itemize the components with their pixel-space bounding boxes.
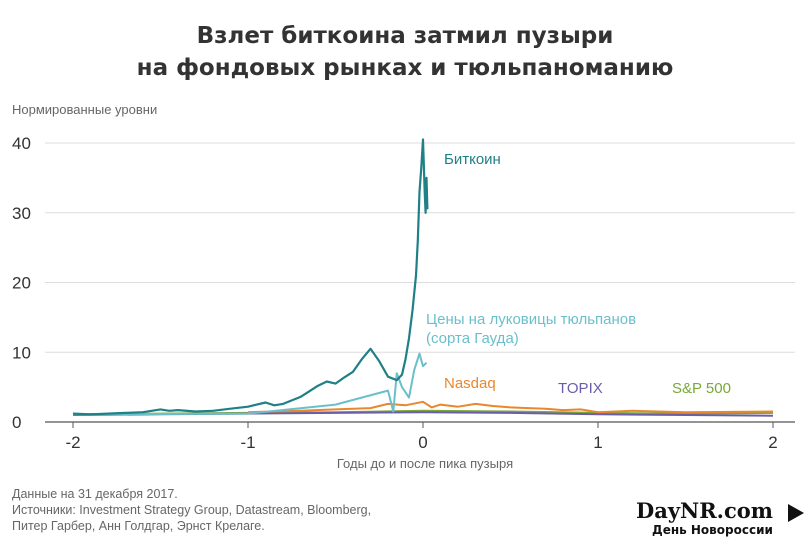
series-line-tulip [72,352,428,416]
x-tick-label: 0 [418,433,427,452]
source-note-line-2: Источники: Investment Strategy Group, Da… [12,503,372,517]
y-tick-label: 0 [12,413,21,432]
logo-main-text: DayNR.com [636,498,773,523]
series-lines [72,138,774,417]
y-tick-label: 10 [12,343,31,362]
y-tick-label: 40 [12,134,31,153]
chart-title-line-1: Взлет биткоина затмил пузыри [196,23,614,49]
chart-title-line-2: на фондовых рынках и тюльпаноманию [136,55,674,81]
logo-sub-text: День Новороссии [652,523,773,537]
chart-title: Взлет биткоина затмил пузыри на фондовых… [0,20,810,84]
series-label-tulip-line2: (сорта Гауда) [426,330,519,347]
y-tick-label: 20 [12,274,31,293]
x-tick-label: 2 [768,433,777,452]
series-line-nasdaq [247,400,774,414]
x-tick-label: 1 [593,433,602,452]
x-axis-label: Годы до и после пика пузыря [337,456,513,471]
source-note-line-1: Данные на 31 декабря 2017. [12,487,178,501]
series-label-tulip-line1: Цены на луковицы тюльпанов [426,311,636,328]
series-label-sp500: S&P 500 [672,380,731,397]
x-tick-label: -2 [65,433,80,452]
series-label-nasdaq: Nasdaq [444,375,496,392]
y-axis-label: Нормированные уровни [12,102,158,117]
axis-ticks: 0 10 20 30 40 -2 -1 0 1 2 [12,134,778,452]
source-note: Данные на 31 декабря 2017. Источники: In… [12,486,371,534]
x-tick-label: -1 [240,433,255,452]
series-labels: Биткоин Цены на луковицы тюльпанов (сорт… [426,151,731,397]
series-line-bitcoin [72,138,429,416]
y-tick-label: 30 [12,204,31,223]
series-label-bitcoin: Биткоин [444,151,501,168]
series-label-topix: TOPIX [558,380,603,397]
source-note-line-3: Питер Гарбер, Анн Голдгар, Эрнст Крелаге… [12,519,265,533]
site-logo: DayNR.com День Новороссии [636,498,804,537]
grid-lines [45,142,795,423]
